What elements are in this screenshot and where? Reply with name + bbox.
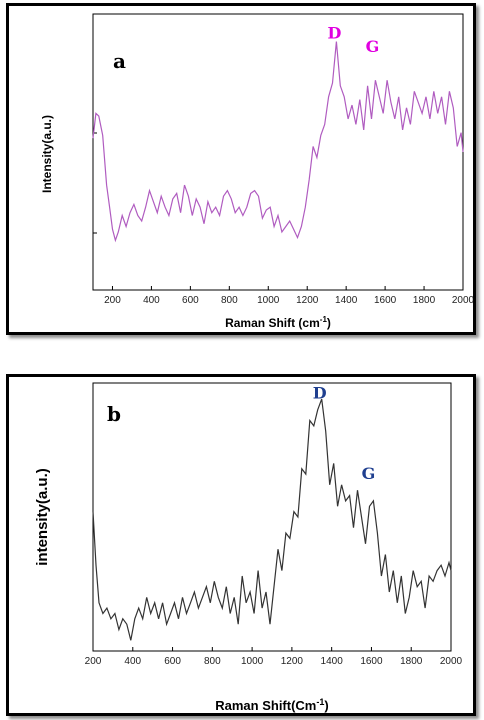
y-tick-group-a: [93, 132, 97, 234]
x-tick-label: 1000: [241, 656, 264, 667]
peak-label-d-a: D: [328, 23, 342, 42]
x-tick-label: 800: [204, 656, 221, 667]
chart-panel-a: 200 400 600 800 1000 1200 1400 1600 1800 2000 a D…: [6, 3, 476, 335]
x-axis-title-a-close: ): [327, 316, 331, 330]
x-tick-group-b: 200 400 600 800 1000 1200 1400 1600 1800 2000: [85, 647, 463, 667]
y-axis-title-a: Intensity(a.u.): [40, 115, 54, 193]
x-tick-label: 600: [182, 295, 199, 306]
x-tick-label: 1400: [321, 656, 344, 667]
x-tick-label: 600: [164, 656, 181, 667]
x-tick-label: 400: [143, 295, 160, 306]
panel-letter-b: b: [107, 402, 121, 426]
x-tick-label: 1600: [360, 656, 383, 667]
x-axis-title-a-sup: -1: [320, 315, 328, 324]
x-axis-title-a-text: Raman Shift (cm: [225, 316, 320, 330]
x-axis-title-a: Raman Shift (cm-1): [225, 315, 331, 330]
chart-b-svg: 200 400 600 800 1000 1200 1400 1600 1800 2000 b D…: [34, 382, 463, 713]
x-axis-title-b-text: Raman Shift(Cm: [215, 698, 316, 713]
x-tick-label: 1800: [400, 656, 423, 667]
peak-label-g-b: G: [362, 464, 376, 483]
series-line-a: [92, 41, 464, 243]
x-tick-label: 1000: [257, 295, 280, 306]
x-axis-title-b: Raman Shift(Cm-1): [215, 697, 328, 713]
y-axis-title-b: intensity(a.u.): [34, 468, 51, 566]
x-tick-label: 1400: [335, 295, 358, 306]
x-tick-label: 1200: [296, 295, 319, 306]
plot-frame-a: [92, 13, 464, 291]
chart-panel-b: 200 400 600 800 1000 1200 1400 1600 1800 2000 b D…: [6, 374, 476, 716]
chart-a-svg: 200 400 600 800 1000 1200 1400 1600 1800 2000 a D…: [40, 13, 473, 330]
x-axis-title-b-sup: -1: [316, 697, 324, 707]
x-tick-label: 2000: [440, 656, 463, 667]
x-axis-title-b-close: ): [324, 698, 328, 713]
x-tick-label: 400: [124, 656, 141, 667]
x-tick-label: 1200: [281, 656, 304, 667]
series-line-b: [92, 398, 452, 641]
x-tick-label: 800: [221, 295, 238, 306]
x-tick-label: 1800: [413, 295, 436, 306]
x-tick-group-a: 200 400 600 800 1000 1200 1400 1600 1800 2000: [104, 286, 473, 306]
x-tick-label: 200: [104, 295, 121, 306]
panel-letter-a: a: [113, 49, 126, 73]
peak-label-d-b: D: [313, 383, 327, 402]
peak-label-g-a: G: [366, 37, 380, 56]
x-tick-label: 2000: [452, 295, 473, 306]
x-tick-label: 1600: [374, 295, 397, 306]
x-tick-label: 200: [85, 656, 102, 667]
